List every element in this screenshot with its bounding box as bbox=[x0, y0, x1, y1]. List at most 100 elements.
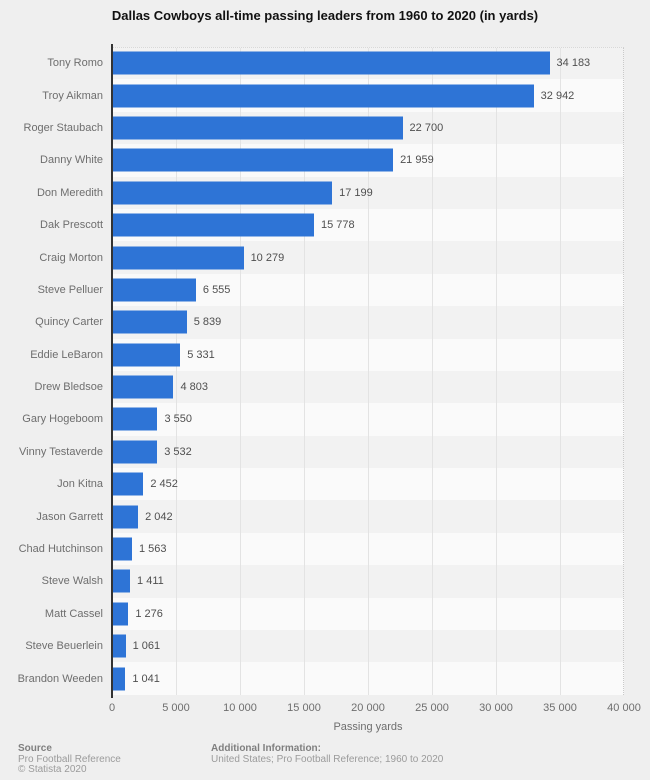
gridlines bbox=[112, 47, 624, 695]
chart-row: Drew Bledsoe 4 803 bbox=[0, 371, 650, 403]
passing-yards-bar bbox=[112, 213, 314, 237]
source-label: Source bbox=[18, 743, 52, 754]
row-band: 1 276 bbox=[112, 598, 624, 630]
bar-value-label: 2 452 bbox=[150, 478, 178, 491]
player-name-label: Quincy Carter bbox=[35, 316, 103, 329]
gridline bbox=[368, 48, 369, 695]
chart-row: Steve Pelluer 6 555 bbox=[0, 274, 650, 306]
bar-value-label: 1 061 bbox=[132, 640, 161, 653]
chart-row: Eddie LeBaron 5 331 bbox=[0, 339, 650, 371]
chart-row: Dak Prescott 15 778 bbox=[0, 209, 650, 241]
x-tick-label: 20 000 bbox=[351, 702, 385, 714]
x-tick-label: 10 000 bbox=[223, 702, 257, 714]
chart-row: Troy Aikman 32 942 bbox=[0, 79, 650, 111]
bar-value-label: 5 839 bbox=[193, 316, 222, 329]
passing-yards-bar bbox=[112, 343, 181, 367]
bar-value-label: 1 411 bbox=[137, 575, 164, 588]
passing-yards-bar bbox=[112, 51, 550, 75]
chart-row: Quincy Carter 5 839 bbox=[0, 306, 650, 338]
player-name-label: Dak Prescott bbox=[40, 219, 103, 232]
passing-yards-bar bbox=[112, 181, 333, 205]
bar-value-label: 2 042 bbox=[145, 510, 173, 523]
chart-row: Steve Walsh 1 411 bbox=[0, 565, 650, 597]
passing-yards-bar bbox=[112, 667, 126, 691]
additional-info-block: Additional Information: United States; P… bbox=[211, 743, 444, 765]
chart-row: Jason Garrett 2 042 bbox=[0, 500, 650, 532]
gridline bbox=[432, 48, 433, 695]
row-band: 32 942 bbox=[112, 79, 624, 111]
bar-value-label: 3 550 bbox=[164, 413, 192, 426]
x-axis: 0 5 000 10 000 15 000 20 000 25 000 30 000 35 0… bbox=[0, 702, 650, 716]
row-band: 4 803 bbox=[112, 371, 624, 403]
bar-value-label: 6 555 bbox=[202, 283, 231, 296]
source-name: Pro Football Reference bbox=[18, 753, 121, 765]
player-name-label: Chad Hutchinson bbox=[18, 543, 103, 556]
chart-row: Brandon Weeden 1 041 bbox=[0, 662, 650, 694]
passing-yards-bar bbox=[112, 505, 139, 529]
x-tick-label: 35 000 bbox=[543, 702, 577, 714]
player-name-label: Vinny Testaverde bbox=[19, 445, 103, 458]
player-name-label: Don Meredith bbox=[36, 186, 103, 199]
player-name-label: Troy Aikman bbox=[42, 89, 103, 102]
chart-row: Gary Hogeboom 3 550 bbox=[0, 403, 650, 435]
passing-yards-bar bbox=[112, 310, 187, 334]
additional-info-label: Additional Information: bbox=[211, 743, 321, 754]
player-name-label: Steve Beuerlein bbox=[25, 640, 103, 653]
chart-row: Don Meredith 17 199 bbox=[0, 177, 650, 209]
bar-value-label: 15 778 bbox=[320, 219, 355, 232]
statista-copyright: © Statista 2020 bbox=[18, 764, 87, 775]
passing-yards-bar bbox=[112, 148, 394, 172]
row-band: 22 700 bbox=[112, 112, 624, 144]
passing-yards-bar bbox=[112, 537, 132, 561]
row-band: 15 778 bbox=[112, 209, 624, 241]
row-band: 2 452 bbox=[112, 468, 624, 500]
bar-value-label: 34 183 bbox=[556, 57, 591, 70]
row-band: 3 550 bbox=[112, 403, 624, 435]
player-name-label: Gary Hogeboom bbox=[22, 413, 103, 426]
passing-yards-bar bbox=[112, 375, 174, 399]
row-band: 1 411 bbox=[112, 565, 624, 597]
player-name-label: Eddie LeBaron bbox=[30, 348, 103, 361]
x-tick-label: 30 000 bbox=[479, 702, 513, 714]
x-tick-label: 15 000 bbox=[287, 702, 321, 714]
player-name-label: Jon Kitna bbox=[57, 478, 103, 491]
gridline bbox=[560, 48, 561, 695]
row-band: 3 532 bbox=[112, 436, 624, 468]
player-name-label: Tony Romo bbox=[47, 57, 103, 70]
bar-value-label: 1 041 bbox=[132, 672, 160, 685]
bar-chart: Tony Romo 34 183 Troy Aikman 32 942 Roger St… bbox=[0, 44, 650, 698]
passing-yards-bar bbox=[112, 84, 534, 108]
x-tick-label: 5 000 bbox=[162, 702, 190, 714]
row-band: 1 041 bbox=[112, 662, 624, 694]
gridline bbox=[176, 48, 177, 695]
bar-value-label: 10 279 bbox=[250, 251, 285, 264]
passing-yards-bar bbox=[112, 634, 126, 658]
gridline bbox=[304, 48, 305, 695]
row-band: 21 959 bbox=[112, 144, 624, 176]
bar-value-label: 21 959 bbox=[400, 154, 434, 167]
row-band: 6 555 bbox=[112, 274, 624, 306]
gridline bbox=[496, 48, 497, 695]
chart-row: Roger Staubach 22 700 bbox=[0, 112, 650, 144]
passing-yards-bar bbox=[112, 602, 129, 626]
player-name-label: Jason Garrett bbox=[36, 510, 103, 523]
passing-yards-bar bbox=[112, 569, 131, 593]
bar-value-label: 5 331 bbox=[187, 348, 215, 361]
player-name-label: Brandon Weeden bbox=[17, 672, 103, 685]
chart-row: Vinny Testaverde 3 532 bbox=[0, 436, 650, 468]
chart-row: Matt Cassel 1 276 bbox=[0, 598, 650, 630]
x-tick-label: 40 000 bbox=[607, 702, 641, 714]
passing-yards-bar bbox=[112, 246, 244, 270]
bar-value-label: 4 803 bbox=[180, 381, 208, 394]
additional-info-text: United States; Pro Football Reference; 1… bbox=[211, 753, 444, 765]
chart-title: Dallas Cowboys all-time passing leaders … bbox=[111, 8, 539, 23]
row-band: 5 331 bbox=[112, 339, 624, 371]
row-band: 2 042 bbox=[112, 500, 624, 532]
bar-value-label: 32 942 bbox=[540, 89, 575, 102]
player-name-label: Danny White bbox=[40, 154, 103, 167]
row-band: 1 061 bbox=[112, 630, 624, 662]
player-name-label: Steve Pelluer bbox=[37, 283, 103, 296]
passing-yards-bar bbox=[112, 472, 144, 496]
bar-rows: Tony Romo 34 183 Troy Aikman 32 942 Roger St… bbox=[0, 47, 650, 695]
